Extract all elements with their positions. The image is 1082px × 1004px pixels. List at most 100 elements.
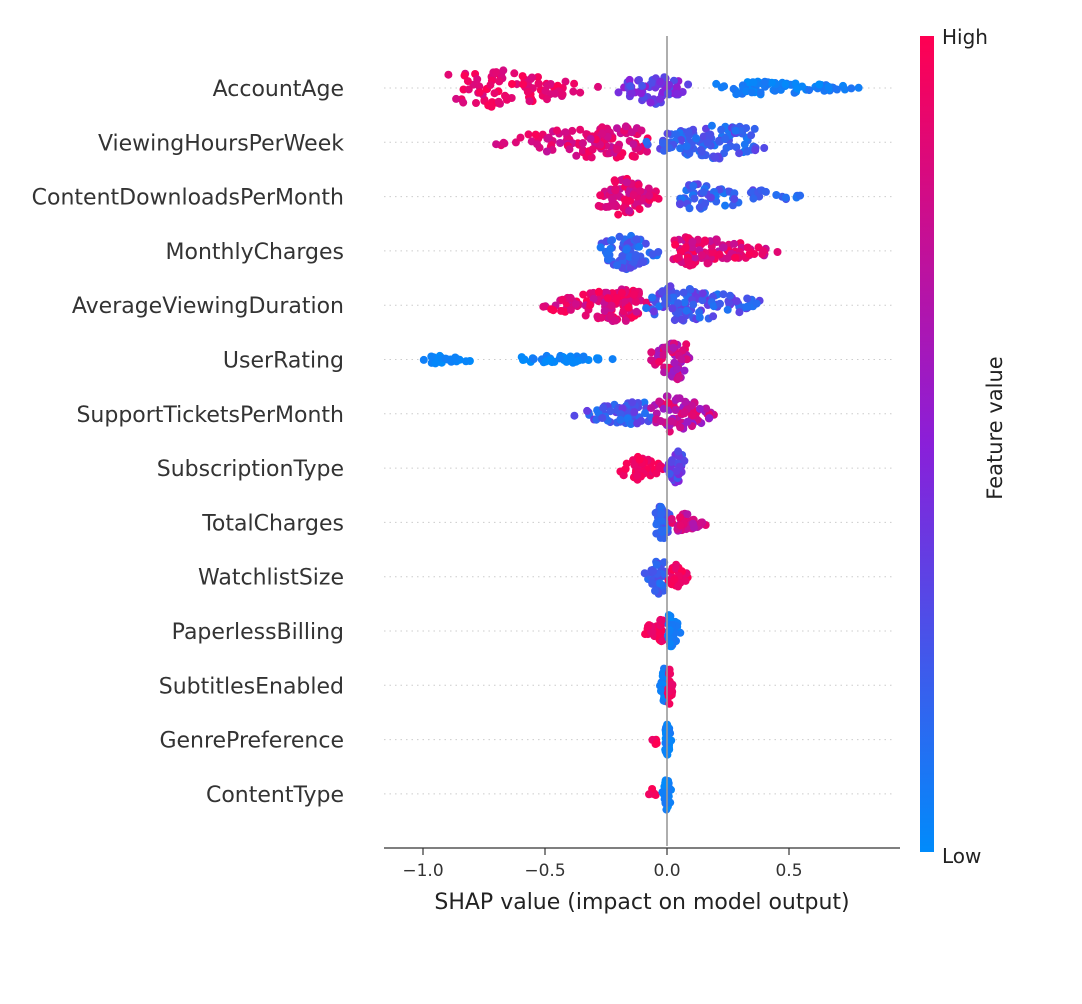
- shap-point: [671, 130, 680, 139]
- shap-point: [462, 357, 470, 366]
- feature-label: ContentType: [206, 783, 344, 808]
- shap-point: [674, 582, 682, 591]
- shap-point: [751, 146, 760, 155]
- shap-point: [667, 515, 676, 523]
- shap-point: [464, 85, 473, 94]
- shap-point: [684, 80, 693, 89]
- shap-point: [452, 94, 461, 103]
- shap-point: [695, 404, 704, 413]
- shap-point: [674, 253, 683, 262]
- shap-point: [444, 70, 453, 79]
- shap-point: [652, 469, 661, 478]
- shap-point: [597, 313, 606, 322]
- shap-point: [689, 411, 698, 420]
- shap-point: [618, 252, 627, 260]
- shap-point: [730, 239, 739, 248]
- shap-point: [670, 358, 679, 367]
- shap-point: [622, 459, 631, 468]
- shap-point: [635, 76, 643, 84]
- shap-point: [730, 189, 739, 198]
- shap-point: [610, 201, 618, 210]
- shap-point: [644, 622, 652, 631]
- shap-point: [660, 534, 668, 543]
- shap-point: [632, 307, 641, 316]
- shap-point: [690, 253, 699, 262]
- shap-point: [743, 294, 752, 303]
- shap-point: [706, 193, 715, 202]
- shap-point: [767, 78, 776, 87]
- shap-point: [665, 639, 674, 648]
- shap-point: [565, 145, 574, 154]
- shap-point: [715, 250, 724, 259]
- shap-point: [572, 357, 581, 366]
- shap-point: [607, 236, 615, 245]
- shap-point: [671, 240, 680, 249]
- shap-point: [673, 89, 681, 98]
- shap-point: [672, 564, 680, 573]
- shap-point: [712, 79, 721, 88]
- shap-point: [632, 471, 641, 480]
- shap-point: [658, 636, 667, 645]
- shap-point: [551, 89, 560, 98]
- shap-point: [698, 289, 707, 298]
- shap-point: [524, 130, 533, 139]
- colorbar: High Low Feature value: [920, 25, 1007, 868]
- shap-point: [833, 85, 841, 94]
- shap-point: [721, 201, 730, 210]
- shap-point: [598, 414, 607, 422]
- shap-point: [656, 77, 665, 86]
- x-tick-label: 0.5: [775, 861, 802, 881]
- shap-point: [781, 80, 790, 89]
- shap-point: [815, 80, 824, 89]
- shap-point: [752, 299, 761, 308]
- shap-point: [625, 75, 634, 84]
- shap-point: [773, 248, 782, 256]
- shap-point: [631, 251, 640, 259]
- feature-label: WatchlistSize: [198, 566, 344, 591]
- shap-point: [703, 138, 712, 147]
- shap-point: [576, 125, 585, 134]
- shap-point: [667, 417, 676, 426]
- colorbar-high-label: High: [942, 25, 988, 49]
- shap-point: [688, 238, 697, 246]
- shap-point: [519, 80, 527, 89]
- shap-point: [427, 352, 436, 361]
- shap-point: [854, 83, 863, 92]
- shap-point: [723, 254, 731, 263]
- shap-point: [658, 788, 667, 797]
- shap-point: [649, 567, 658, 576]
- shap-point: [593, 355, 602, 364]
- shap-point: [561, 128, 570, 137]
- shap-point: [680, 366, 689, 375]
- shap-point: [684, 128, 693, 136]
- shap-point: [556, 139, 565, 147]
- shap-point: [668, 680, 677, 689]
- shap-point: [698, 296, 707, 305]
- feature-label: MonthlyCharges: [166, 240, 345, 265]
- shap-point: [419, 355, 428, 364]
- shap-point: [682, 306, 691, 315]
- shap-point: [657, 526, 666, 535]
- shap-point: [676, 521, 685, 530]
- shap-point: [596, 191, 605, 200]
- shap-point: [689, 181, 698, 190]
- shap-point: [732, 297, 741, 306]
- shap-point: [689, 300, 698, 309]
- shap-point: [657, 687, 665, 695]
- feature-label: UserRating: [223, 349, 344, 374]
- feature-label: PaperlessBilling: [172, 620, 344, 645]
- shap-point: [463, 77, 472, 86]
- shap-point: [486, 81, 495, 90]
- shap-point: [720, 149, 728, 158]
- shap-point: [719, 243, 728, 252]
- shap-point: [608, 195, 617, 204]
- shap-point: [733, 89, 742, 98]
- shap-point: [634, 180, 643, 189]
- shap-point: [682, 340, 691, 349]
- shap-point: [685, 261, 694, 270]
- shap-point: [667, 736, 676, 745]
- shap-point: [680, 456, 689, 465]
- shap-point: [649, 307, 658, 316]
- shap-point: [495, 77, 504, 86]
- shap-point: [604, 255, 612, 264]
